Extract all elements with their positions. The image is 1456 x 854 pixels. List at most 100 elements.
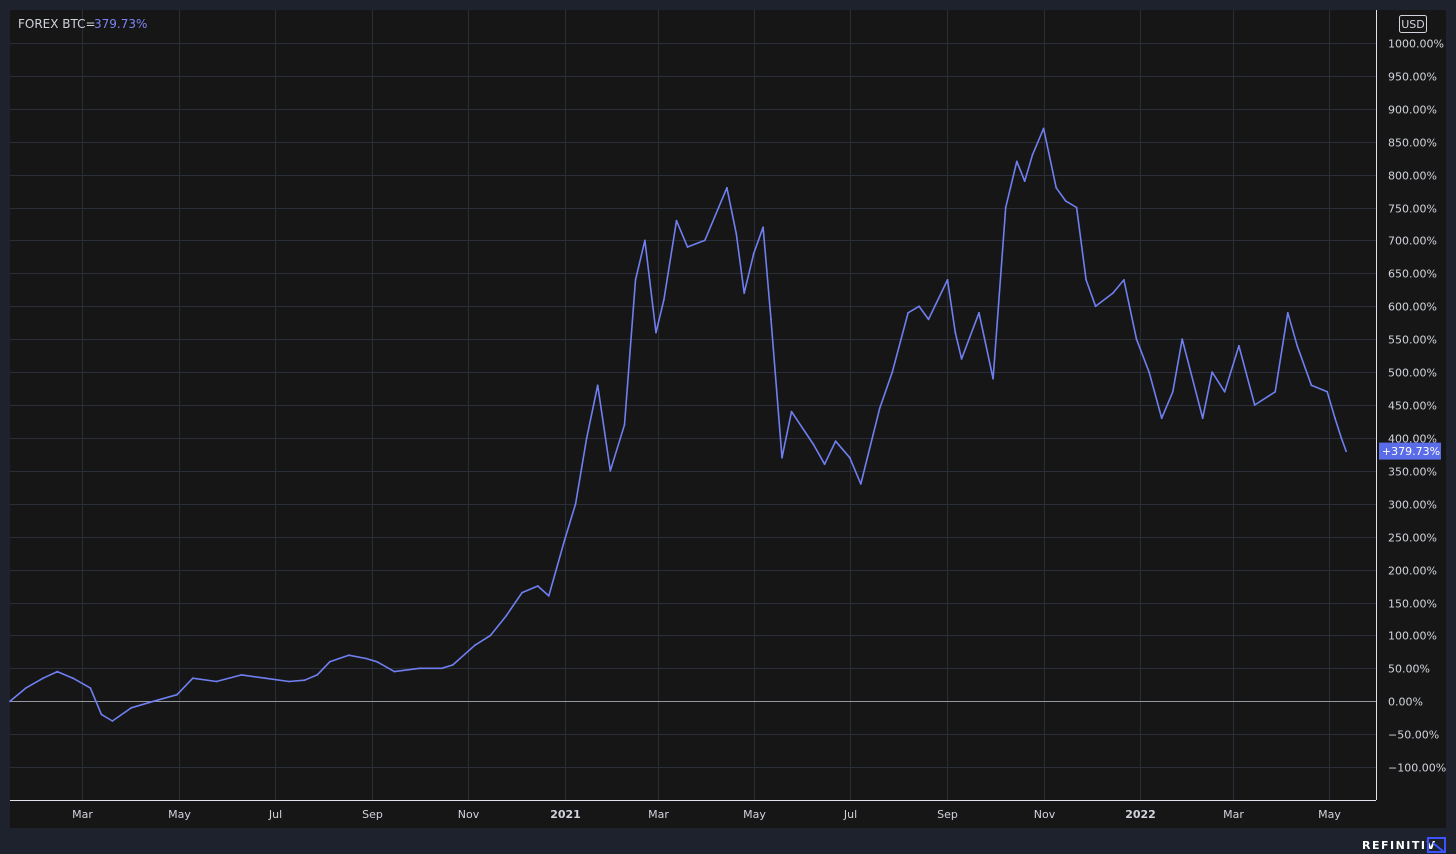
data-point <box>1253 404 1256 406</box>
data-point <box>191 677 194 680</box>
x-tick-label: May <box>168 808 191 821</box>
data-point <box>1340 437 1343 439</box>
data-point <box>585 437 588 439</box>
last-value-badge-text: +379.73% <box>1382 445 1440 458</box>
data-point <box>9 700 11 703</box>
data-point <box>644 239 646 242</box>
y-tick-label: 750.00% <box>1388 203 1437 216</box>
data-point <box>655 331 657 334</box>
data-point <box>303 679 306 682</box>
data-point <box>1055 186 1058 189</box>
data-point <box>1171 390 1174 393</box>
data-point <box>176 693 178 696</box>
data-point <box>1031 153 1034 156</box>
data-point <box>264 677 267 680</box>
data-point <box>596 384 599 387</box>
data-point <box>1274 390 1277 393</box>
data-point <box>1148 371 1150 373</box>
data-point <box>56 670 59 673</box>
data-point <box>376 660 378 663</box>
data-point <box>770 318 772 321</box>
x-tick-label: Mar <box>72 808 93 821</box>
data-point <box>859 483 862 485</box>
data-point <box>634 279 637 281</box>
series-line <box>9 127 1347 722</box>
data-point <box>726 186 728 189</box>
y-axis-area <box>1376 10 1446 800</box>
x-tick-label: 2022 <box>1125 808 1156 821</box>
data-point <box>686 246 689 248</box>
brand-logo-icon <box>1427 837 1446 853</box>
data-point <box>563 539 566 541</box>
y-tick-label: 0.00% <box>1388 696 1423 709</box>
data-point <box>1135 338 1138 341</box>
data-point <box>812 443 815 446</box>
data-point <box>918 305 920 308</box>
data-point <box>1310 384 1313 387</box>
x-tick-label: Mar <box>648 808 669 821</box>
data-point <box>978 311 980 314</box>
data-point <box>1112 292 1114 294</box>
x-tick-label: Jul <box>268 808 282 821</box>
x-tick-label: Sep <box>362 808 383 821</box>
data-point <box>927 318 930 321</box>
data-point <box>111 720 114 722</box>
y-tick-label: 100.00% <box>1388 630 1437 643</box>
data-point <box>288 680 290 683</box>
currency-button[interactable] <box>1399 15 1427 33</box>
data-point <box>1326 390 1329 393</box>
y-tick-label: −50.00% <box>1388 729 1439 742</box>
data-point <box>1160 417 1163 420</box>
data-point <box>42 677 44 680</box>
data-point <box>328 660 331 663</box>
data-point <box>489 634 492 637</box>
y-tick-label: 400.00% <box>1388 433 1437 446</box>
x-tick-label: May <box>743 808 766 821</box>
data-point <box>316 674 319 676</box>
data-point <box>1004 206 1007 209</box>
x-tick-label: May <box>1318 808 1341 821</box>
data-point <box>130 706 133 709</box>
data-point <box>675 219 678 222</box>
data-point <box>440 667 443 670</box>
data-point <box>907 311 909 314</box>
data-point <box>623 423 626 426</box>
data-point <box>743 292 746 294</box>
x-tick-label: Nov <box>458 808 480 821</box>
x-axis-area <box>10 800 1446 828</box>
data-point <box>1085 279 1087 281</box>
data-point <box>1042 127 1045 130</box>
y-tick-label: 250.00% <box>1388 532 1437 545</box>
y-tick-label: 950.00% <box>1388 71 1437 84</box>
y-tick-label: 850.00% <box>1388 137 1437 150</box>
data-point <box>24 687 27 689</box>
y-tick-label: 50.00% <box>1388 663 1430 676</box>
data-point <box>1094 305 1097 308</box>
y-tick-label: 200.00% <box>1388 565 1437 578</box>
y-tick-label: 300.00% <box>1388 499 1437 512</box>
data-point <box>240 674 243 676</box>
legend-symbol: FOREX BTC= <box>18 17 96 31</box>
data-point <box>1201 417 1204 420</box>
data-point <box>418 667 421 670</box>
currency-label: USD <box>1401 18 1425 31</box>
data-point <box>1296 344 1299 347</box>
series-layer <box>9 127 1347 722</box>
data-point <box>536 585 539 587</box>
y-tick-label: 150.00% <box>1388 598 1437 611</box>
data-point <box>365 657 367 660</box>
data-point <box>1223 390 1226 393</box>
data-point <box>152 700 155 703</box>
x-tick-label: Nov <box>1034 808 1056 821</box>
data-point <box>960 358 963 360</box>
data-point <box>215 680 218 683</box>
y-tick-label: −100.00% <box>1388 762 1446 775</box>
data-point <box>1238 344 1240 347</box>
data-point <box>100 713 103 716</box>
y-tick-label: 350.00% <box>1388 466 1437 479</box>
x-tick-label: Sep <box>937 808 958 821</box>
data-point <box>609 469 612 472</box>
data-point <box>703 239 706 242</box>
last-value-badge: +379.73% <box>1379 442 1441 460</box>
